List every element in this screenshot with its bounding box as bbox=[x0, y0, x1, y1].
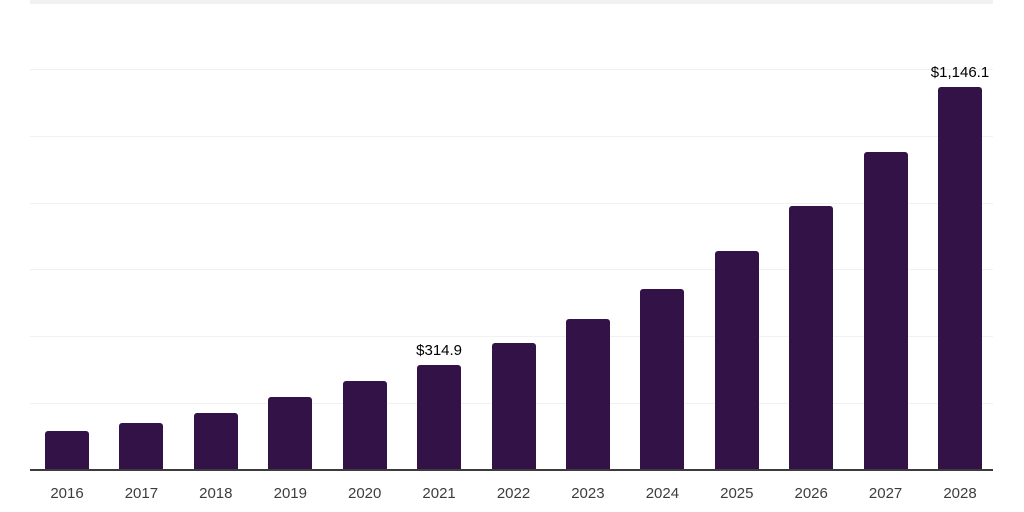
x-tick-2021: 2021 bbox=[422, 485, 456, 502]
bar-2022[interactable] bbox=[491, 342, 536, 469]
bar-2023[interactable] bbox=[565, 319, 610, 469]
bar-2027[interactable] bbox=[863, 152, 908, 469]
bar-2019[interactable] bbox=[268, 397, 313, 469]
x-tick-2020: 2020 bbox=[348, 485, 382, 502]
bar-2016[interactable] bbox=[45, 430, 89, 469]
bar-2028[interactable] bbox=[938, 86, 982, 469]
gridline-600 bbox=[30, 269, 993, 271]
gridline-1400 bbox=[30, 0, 993, 4]
data-label-2028: $1,146.1 bbox=[930, 63, 990, 81]
x-tick-2025: 2025 bbox=[720, 485, 754, 502]
gridline-1200 bbox=[30, 68, 993, 70]
x-tick-2016: 2016 bbox=[50, 485, 84, 502]
bar-2024[interactable] bbox=[640, 289, 685, 469]
gridline-800 bbox=[30, 202, 993, 204]
bar-2018[interactable] bbox=[193, 412, 238, 469]
x-tick-2027: 2027 bbox=[868, 485, 903, 502]
x-tick-2028: 2028 bbox=[943, 485, 977, 502]
x-tick-2017: 2017 bbox=[124, 485, 159, 502]
x-tick-2019: 2019 bbox=[273, 485, 307, 502]
x-tick-2022: 2022 bbox=[496, 485, 531, 502]
bar-2026[interactable] bbox=[789, 205, 834, 469]
x-tick-2024: 2024 bbox=[645, 485, 680, 502]
bar-2021[interactable] bbox=[417, 364, 462, 469]
bar-2017[interactable] bbox=[119, 422, 164, 469]
gridline-1000 bbox=[30, 135, 993, 137]
x-tick-2023: 2023 bbox=[571, 485, 605, 502]
x-axis-line bbox=[30, 469, 993, 471]
data-label-2021: $314.9 bbox=[416, 341, 463, 359]
bar-2020[interactable] bbox=[342, 381, 387, 469]
bar-2025[interactable] bbox=[714, 251, 759, 469]
x-tick-2026: 2026 bbox=[794, 485, 828, 502]
gridline-400 bbox=[30, 336, 993, 338]
x-tick-2018: 2018 bbox=[199, 485, 233, 502]
